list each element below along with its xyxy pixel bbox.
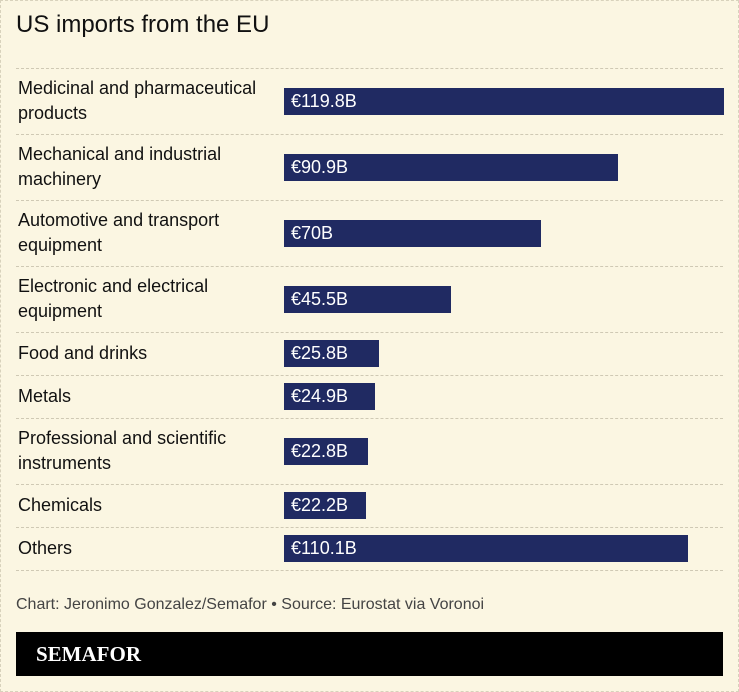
bar-track: €119.8B	[284, 87, 724, 115]
bar-row: Medicinal and pharmaceutical products €11…	[16, 69, 724, 135]
bar: €24.9B	[284, 383, 376, 410]
bar: €25.8B	[284, 340, 379, 367]
brand-logo: SEMAFOR	[36, 641, 141, 666]
category-label: Professional and scientific instruments	[18, 428, 227, 473]
category-label: Metals	[18, 386, 72, 406]
category-label: Medicinal and pharmaceutical products	[18, 78, 257, 123]
bar-row: Chemicals €22.2B	[16, 485, 723, 528]
bar-track: €90.9B	[284, 153, 724, 181]
category-label: Mechanical and industrial machinery	[18, 144, 222, 189]
bar-track: €22.2B	[284, 492, 724, 519]
value-label: €110.1B	[291, 538, 357, 558]
category-label: Electronic and electrical equipment	[18, 276, 209, 321]
bar-row: Electronic and electrical equipment €45.5…	[16, 267, 723, 333]
bar-row: Automotive and transport equipment €70B	[16, 201, 723, 267]
value-label: €22.8B	[291, 440, 349, 461]
value-label: €70B	[291, 222, 334, 243]
bar-row: Others €110.1B	[16, 528, 723, 571]
bar-track: €70B	[284, 219, 724, 247]
value-label: €24.9B	[291, 386, 349, 406]
value-label: €22.2B	[291, 495, 349, 515]
bar: €22.8B	[284, 437, 368, 465]
bar: €119.8B	[284, 87, 724, 115]
bar-track: €45.5B	[284, 285, 724, 313]
chart-title: US imports from the EU	[16, 11, 270, 38]
category-label: Food and drinks	[18, 343, 148, 363]
value-label: €45.5B	[291, 288, 349, 309]
bar-list: Medicinal and pharmaceutical products €11…	[16, 68, 724, 571]
bar-row: Professional and scientific instruments €…	[16, 419, 723, 485]
brand-bar: SEMAFOR	[16, 632, 723, 676]
value-label: €25.8B	[291, 343, 349, 363]
value-label: €119.8B	[291, 90, 357, 111]
bar-row: Food and drinks €25.8B	[16, 333, 723, 376]
bar: €70B	[284, 219, 542, 247]
bar-track: €25.8B	[284, 340, 724, 367]
bar: €22.2B	[284, 492, 366, 519]
bar: €45.5B	[284, 285, 452, 313]
bar-track: €22.8B	[284, 437, 724, 465]
bar-row: Metals €24.9B	[16, 376, 723, 419]
bar-track: €110.1B	[284, 535, 724, 562]
bar-row: Mechanical and industrial machinery €90.9…	[16, 135, 723, 201]
category-label: Chemicals	[18, 495, 103, 515]
value-label: €90.9B	[291, 156, 349, 177]
category-label: Others	[18, 538, 73, 558]
source-note: Chart: Jeronimo Gonzalez/Semafor • Sourc…	[16, 596, 485, 613]
bar-track: €24.9B	[284, 383, 724, 410]
category-label: Automotive and transport equipment	[18, 210, 220, 255]
bar: €110.1B	[284, 535, 689, 562]
bar: €90.9B	[284, 153, 618, 181]
